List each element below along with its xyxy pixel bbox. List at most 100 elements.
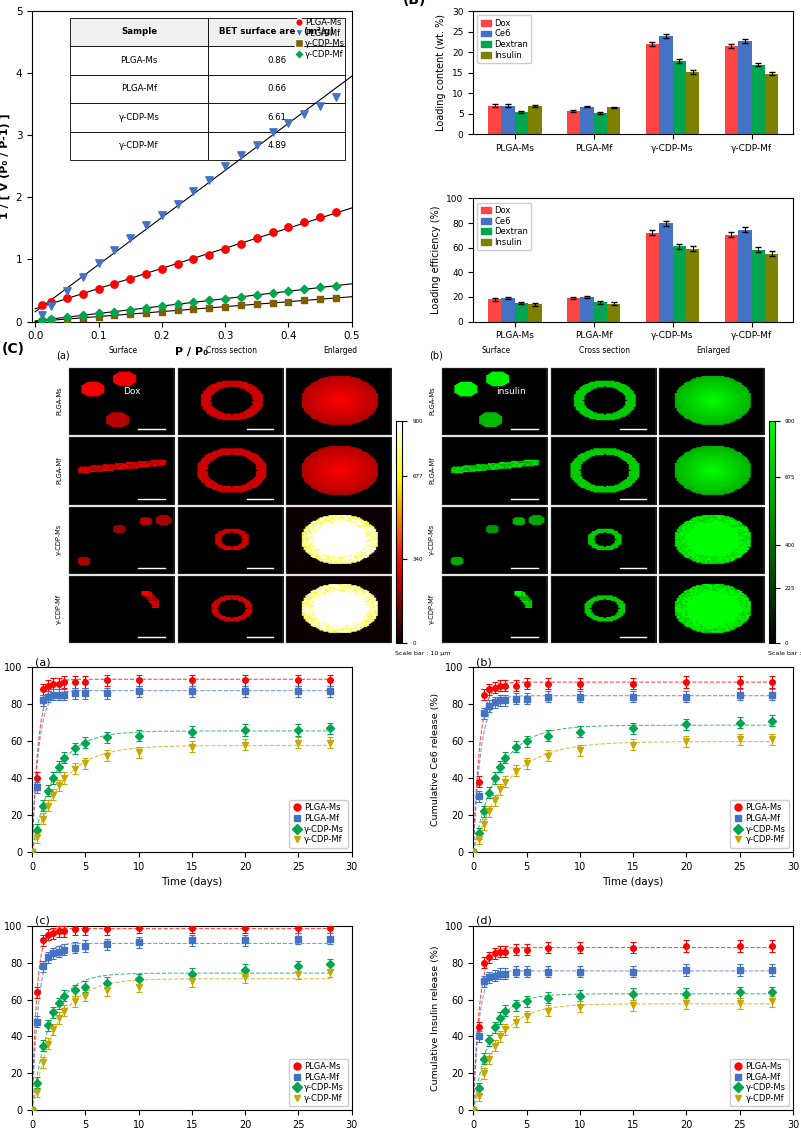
Text: γ-CDP-Mf: γ-CDP-Mf bbox=[56, 594, 62, 623]
Bar bbox=[580, 297, 594, 322]
Point bbox=[45, 312, 58, 330]
Point bbox=[266, 123, 279, 142]
Text: γ-CDP-Ms: γ-CDP-Ms bbox=[429, 523, 435, 555]
Point bbox=[92, 307, 105, 325]
Text: Enlarged: Enlarged bbox=[323, 347, 357, 356]
Bar bbox=[739, 41, 751, 135]
Point bbox=[203, 299, 215, 317]
Point bbox=[203, 171, 215, 189]
Bar bbox=[567, 111, 580, 135]
Text: Dox: Dox bbox=[123, 386, 141, 395]
Text: Cross section: Cross section bbox=[207, 347, 257, 356]
Point bbox=[329, 289, 342, 307]
Bar bbox=[488, 105, 501, 135]
Point bbox=[282, 219, 295, 237]
Point bbox=[35, 312, 48, 330]
Bar bbox=[607, 304, 621, 322]
Bar bbox=[607, 108, 621, 135]
Bar bbox=[765, 74, 779, 135]
Point bbox=[171, 301, 184, 320]
Bar bbox=[501, 105, 515, 135]
Text: (a): (a) bbox=[56, 351, 70, 360]
Bar bbox=[751, 249, 765, 322]
Bar bbox=[765, 254, 779, 322]
Point bbox=[60, 289, 73, 307]
Point bbox=[124, 229, 137, 247]
Point bbox=[235, 235, 248, 253]
Point bbox=[108, 275, 121, 293]
Bar bbox=[567, 298, 580, 322]
Bar bbox=[659, 36, 673, 135]
Point bbox=[171, 255, 184, 273]
Legend: PLGA-Ms, PLGA-Mf, γ-CDP-Ms, γ-CDP-Mf: PLGA-Ms, PLGA-Mf, γ-CDP-Ms, γ-CDP-Mf bbox=[731, 800, 789, 847]
Bar bbox=[515, 303, 528, 322]
Text: Surface: Surface bbox=[481, 347, 511, 356]
Point bbox=[76, 267, 89, 286]
Bar bbox=[515, 112, 528, 135]
X-axis label: P / P₀: P / P₀ bbox=[175, 347, 208, 357]
Bar bbox=[725, 235, 739, 322]
Y-axis label: 1 / [ V (P₀ / P-1) ]: 1 / [ V (P₀ / P-1) ] bbox=[0, 113, 10, 220]
Y-axis label: Cumulative Insulin release (%): Cumulative Insulin release (%) bbox=[431, 945, 440, 1091]
Bar bbox=[686, 73, 699, 135]
Point bbox=[282, 114, 295, 133]
Point bbox=[314, 96, 327, 114]
X-axis label: Time (days): Time (days) bbox=[602, 877, 664, 887]
Point bbox=[60, 308, 73, 326]
Bar bbox=[528, 305, 541, 322]
Text: PLGA-Ms: PLGA-Ms bbox=[429, 386, 435, 415]
Point bbox=[139, 216, 152, 235]
Bar bbox=[528, 105, 541, 135]
Point bbox=[251, 136, 264, 154]
Point bbox=[329, 203, 342, 221]
Point bbox=[282, 282, 295, 300]
Text: γ-CDP-Mf: γ-CDP-Mf bbox=[429, 594, 435, 623]
Text: (B): (B) bbox=[403, 0, 426, 7]
Text: (b): (b) bbox=[429, 351, 443, 360]
Point bbox=[187, 300, 200, 318]
Text: PLGA-Mf: PLGA-Mf bbox=[56, 457, 62, 484]
Bar bbox=[594, 113, 607, 135]
Text: (d): (d) bbox=[477, 915, 493, 926]
Point bbox=[187, 250, 200, 269]
Point bbox=[124, 305, 137, 323]
Point bbox=[266, 293, 279, 312]
Text: (C): (C) bbox=[2, 342, 25, 357]
Text: Scale bar : 10 μm: Scale bar : 10 μm bbox=[395, 650, 451, 656]
Point bbox=[219, 240, 231, 258]
Bar bbox=[725, 46, 739, 135]
Point bbox=[155, 206, 168, 224]
Point bbox=[35, 312, 48, 330]
Legend: PLGA-Ms, PLGA-Mf, γ-CDP-Ms, γ-CDP-Mf: PLGA-Ms, PLGA-Mf, γ-CDP-Ms, γ-CDP-Mf bbox=[731, 1058, 789, 1106]
Bar bbox=[594, 303, 607, 322]
Legend: PLGA-Ms, PLGA-Mf, γ-CDP-Ms, γ-CDP-Mf: PLGA-Ms, PLGA-Mf, γ-CDP-Ms, γ-CDP-Mf bbox=[289, 800, 348, 847]
Point bbox=[139, 265, 152, 283]
Text: Cross section: Cross section bbox=[579, 347, 630, 356]
Bar bbox=[751, 65, 765, 135]
Point bbox=[35, 296, 48, 314]
Point bbox=[124, 271, 137, 289]
Point bbox=[266, 284, 279, 303]
Bar bbox=[580, 107, 594, 135]
Point bbox=[108, 303, 121, 321]
Point bbox=[251, 286, 264, 304]
Text: Enlarged: Enlarged bbox=[696, 347, 731, 356]
Bar bbox=[488, 299, 501, 322]
Point bbox=[92, 280, 105, 298]
Bar bbox=[739, 230, 751, 322]
Point bbox=[251, 295, 264, 313]
Point bbox=[219, 298, 231, 316]
Text: Surface: Surface bbox=[109, 347, 138, 356]
Point bbox=[298, 291, 311, 309]
Bar bbox=[646, 44, 659, 135]
Point bbox=[60, 281, 73, 299]
Text: insulin: insulin bbox=[497, 386, 526, 395]
Bar bbox=[673, 61, 686, 135]
Point bbox=[298, 280, 311, 298]
Point bbox=[108, 306, 121, 324]
Text: (a): (a) bbox=[483, 15, 498, 25]
Point bbox=[235, 288, 248, 306]
Text: γ-CDP-Ms: γ-CDP-Ms bbox=[56, 523, 62, 555]
Bar bbox=[686, 249, 699, 322]
Point bbox=[60, 310, 73, 329]
